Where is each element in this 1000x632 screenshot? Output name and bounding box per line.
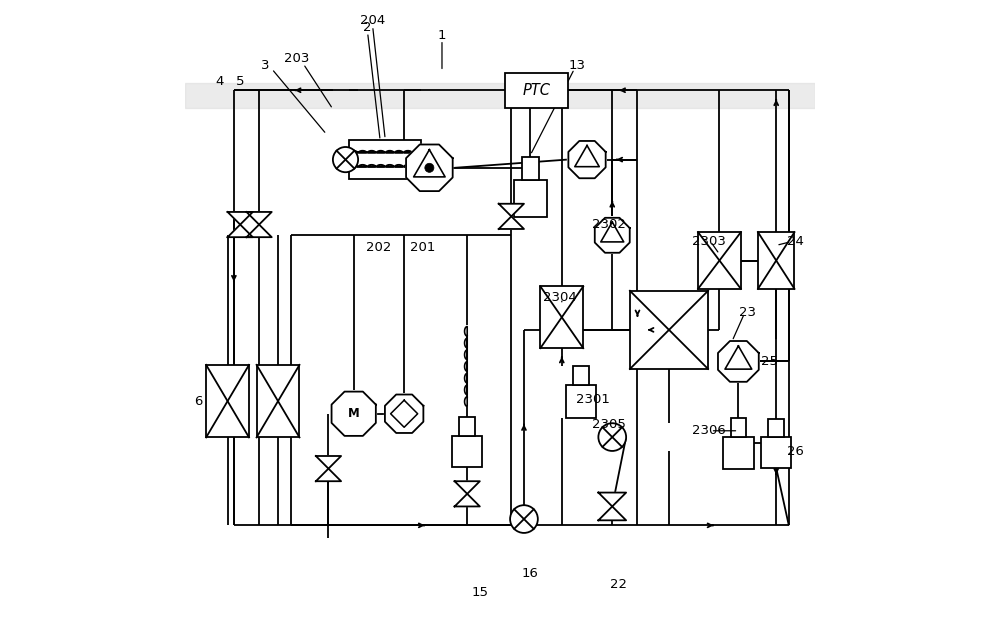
- Text: 23: 23: [739, 307, 756, 319]
- Polygon shape: [568, 141, 606, 178]
- Text: 2301: 2301: [576, 392, 610, 406]
- Polygon shape: [246, 212, 272, 224]
- Polygon shape: [499, 216, 524, 229]
- Polygon shape: [406, 145, 453, 191]
- Circle shape: [333, 147, 358, 173]
- Text: 2305: 2305: [592, 418, 625, 431]
- Text: 26: 26: [787, 445, 804, 458]
- Bar: [761, 437, 791, 468]
- Text: 203: 203: [284, 52, 310, 65]
- Bar: [505, 73, 568, 107]
- Text: 25: 25: [761, 355, 778, 368]
- Text: 201: 201: [410, 241, 436, 255]
- Circle shape: [510, 505, 538, 533]
- Text: M: M: [348, 407, 360, 420]
- Bar: [257, 365, 299, 437]
- Polygon shape: [499, 204, 524, 216]
- Bar: [452, 436, 482, 467]
- Bar: [185, 83, 815, 108]
- Bar: [459, 417, 475, 436]
- Bar: [540, 286, 583, 348]
- Circle shape: [425, 163, 434, 173]
- Text: 2302: 2302: [592, 218, 625, 231]
- Bar: [731, 418, 746, 437]
- Text: 16: 16: [522, 567, 539, 580]
- Text: 13: 13: [568, 59, 585, 71]
- Polygon shape: [598, 492, 626, 506]
- Bar: [698, 232, 741, 289]
- Polygon shape: [718, 341, 759, 382]
- Polygon shape: [385, 394, 423, 433]
- Text: 4: 4: [215, 75, 224, 88]
- Bar: [514, 179, 547, 217]
- Polygon shape: [246, 224, 272, 237]
- Bar: [573, 366, 589, 386]
- Text: 22: 22: [610, 578, 627, 590]
- Polygon shape: [228, 212, 253, 224]
- Text: 24: 24: [787, 235, 804, 248]
- Bar: [630, 291, 708, 369]
- Text: 15: 15: [471, 586, 488, 599]
- Bar: [349, 140, 421, 179]
- Text: 2304: 2304: [543, 291, 577, 303]
- Polygon shape: [455, 481, 480, 494]
- Bar: [768, 419, 784, 437]
- Polygon shape: [316, 456, 341, 468]
- Text: 2: 2: [363, 21, 372, 33]
- Text: 1: 1: [438, 29, 446, 42]
- Text: 2306: 2306: [692, 424, 726, 437]
- Polygon shape: [316, 468, 341, 481]
- Text: 5: 5: [236, 75, 244, 88]
- Text: 2303: 2303: [692, 235, 726, 248]
- Bar: [206, 365, 249, 437]
- Polygon shape: [332, 392, 376, 436]
- Text: 3: 3: [261, 59, 270, 71]
- Circle shape: [598, 423, 626, 451]
- Bar: [522, 157, 539, 179]
- Bar: [723, 437, 754, 468]
- Polygon shape: [228, 224, 253, 237]
- Polygon shape: [595, 218, 630, 253]
- Text: 6: 6: [194, 394, 203, 408]
- Bar: [758, 232, 794, 289]
- Bar: [566, 386, 596, 418]
- Polygon shape: [455, 494, 480, 506]
- Polygon shape: [598, 506, 626, 520]
- Text: 202: 202: [366, 241, 392, 255]
- Text: PTC: PTC: [523, 83, 551, 98]
- Text: 204: 204: [360, 15, 385, 27]
